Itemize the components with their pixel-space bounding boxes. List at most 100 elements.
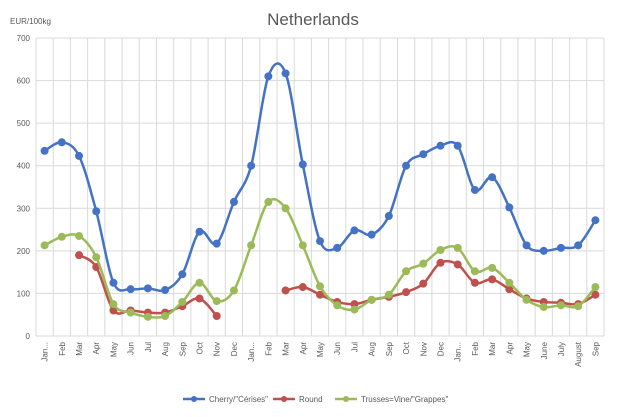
series-2 [40,197,600,321]
data-point [143,284,152,293]
legend-marker [281,396,287,402]
x-tick-label: Mar [75,342,84,356]
data-point [436,141,445,150]
data-point [75,151,84,160]
x-tick-label: Jul [144,342,153,352]
x-tick-label: Jan... [454,342,463,362]
legend-marker [191,396,197,402]
data-point [591,216,600,225]
x-tick-label: May [316,342,325,357]
data-point [522,295,531,304]
data-point [298,283,307,292]
x-tick-label: May [109,342,118,357]
x-tick-label: May [523,342,532,357]
y-tick-label: 0 [26,332,31,341]
x-tick-label: Sep [591,341,600,356]
y-tick-label: 400 [17,162,31,171]
data-point [212,311,221,320]
data-point [264,197,273,206]
data-point [453,260,462,269]
x-tick-label: Sep [178,341,187,356]
data-point [591,283,600,292]
data-point [281,286,290,295]
data-point [367,230,376,239]
series-0 [40,62,600,295]
data-point [453,243,462,252]
series-line [43,62,597,293]
data-point [522,241,531,250]
data-point [488,275,497,284]
legend-label: Cherry/"Cérises" [209,395,268,404]
legend-label: Round [299,395,323,404]
data-point [281,69,290,78]
data-point [402,161,411,170]
legend-marker [343,396,349,402]
data-point [264,72,273,81]
x-tick-label: Feb [264,341,273,355]
data-point [384,290,393,299]
x-tick-label: Aug [161,342,170,356]
data-point [40,146,49,155]
series-line [285,259,597,306]
x-tick-label: Sep [385,341,394,356]
series-1 [75,251,600,320]
x-tick-label: Mar [488,342,497,356]
data-point [574,302,583,311]
x-tick-label: August [574,341,583,367]
data-point [92,207,101,216]
y-axis-label: EUR/100kg [10,17,51,26]
y-tick-label: 300 [17,204,31,213]
data-point [384,211,393,220]
y-tick-label: 200 [17,247,31,256]
x-tick-label: Nov [213,342,222,356]
data-point [488,173,497,182]
x-tick-label: Apr [505,342,514,355]
data-point [57,232,66,241]
x-tick-label: Dec [230,342,239,356]
x-tick-label: Feb [58,341,67,355]
data-point [350,300,359,309]
data-point [57,138,66,147]
data-point [298,241,307,250]
x-tick-label: Apr [299,342,308,355]
data-point [419,150,428,159]
data-point [109,278,118,287]
data-point [281,204,290,213]
data-point [505,203,514,212]
data-point [333,243,342,252]
x-tick-label: Jan... [41,342,50,362]
x-tick-label: July [557,342,566,356]
x-tick-label: Mar [282,342,291,356]
data-point [143,312,152,321]
data-point [574,241,583,250]
x-tick-label: Aug [368,342,377,356]
data-point [195,227,204,236]
data-point [419,259,428,268]
data-point [402,267,411,276]
data-point [75,231,84,240]
x-tick-label: Jun [333,342,342,355]
data-point [556,243,565,252]
data-point [419,279,428,288]
data-point [195,278,204,287]
data-point [470,267,479,276]
data-point [161,311,170,320]
data-point [298,160,307,169]
x-tick-label: Jul [350,342,359,352]
data-point [247,161,256,170]
data-point [178,297,187,306]
data-point [229,286,238,295]
data-point [161,286,170,295]
data-point [333,301,342,310]
x-tick-label: June [540,341,549,359]
legend-label: Trusses=Vine/"Grappes" [361,395,448,404]
data-point [591,290,600,299]
data-point [539,303,548,312]
data-point [402,288,411,297]
data-point [92,253,101,262]
data-point [75,251,84,260]
data-point [367,295,376,304]
data-point [212,239,221,248]
